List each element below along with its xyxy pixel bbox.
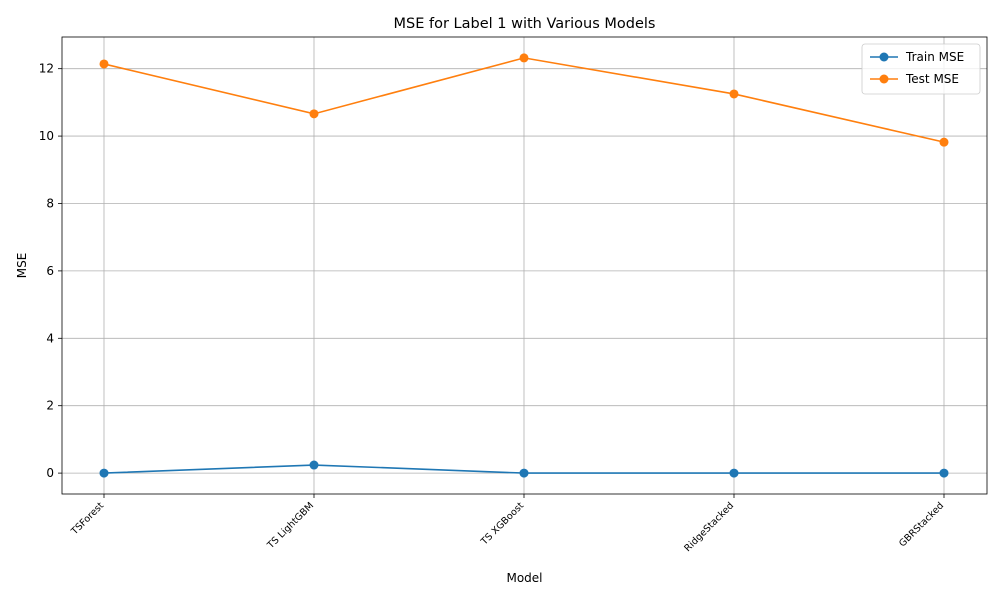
y-axis-label: MSE [15, 253, 29, 279]
data-point [729, 468, 739, 478]
data-point [99, 59, 109, 69]
data-point [519, 53, 529, 63]
legend-label: Test MSE [905, 72, 959, 86]
series-test-mse [99, 53, 949, 147]
series-train-mse [99, 460, 949, 478]
y-tick-label: 2 [46, 399, 54, 413]
data-point [939, 468, 949, 478]
grid-lines [62, 37, 987, 494]
y-tick-label: 0 [46, 466, 54, 480]
y-tick-label: 4 [46, 331, 54, 345]
y-tick-label: 10 [39, 129, 54, 143]
y-tick-label: 6 [46, 264, 54, 278]
data-point [309, 460, 319, 470]
y-tick-label: 12 [39, 62, 54, 76]
legend-marker [879, 52, 889, 62]
chart-title: MSE for Label 1 with Various Models [394, 16, 656, 32]
plot-area-frame [61, 36, 988, 495]
data-point [729, 89, 739, 99]
legend-marker [879, 74, 889, 84]
data-point [99, 468, 109, 478]
x-axis-label: Model [506, 571, 542, 585]
y-tick-label: 8 [46, 196, 54, 210]
legend: Train MSE Test MSE [861, 43, 981, 95]
legend-label: Train MSE [905, 50, 964, 64]
series-group [99, 53, 949, 478]
data-point [309, 109, 319, 119]
data-point [519, 468, 529, 478]
data-point [939, 137, 949, 147]
